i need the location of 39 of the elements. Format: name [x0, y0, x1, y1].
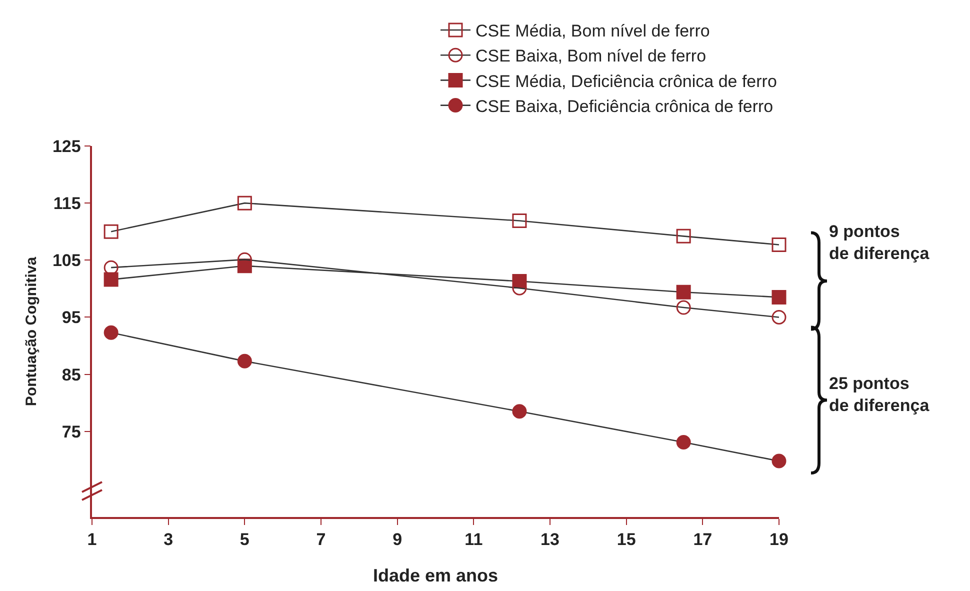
y-tick-label: 95	[62, 308, 81, 328]
point	[676, 284, 691, 300]
point	[676, 434, 691, 450]
x-tick-label: 19	[770, 530, 788, 550]
y-tick-label: 105	[52, 251, 81, 270]
x-tick-label: 3	[164, 530, 174, 550]
point	[676, 228, 691, 244]
y-axis-title: Pontuação Cognitiva	[23, 256, 40, 406]
y-tick-label: 85	[62, 365, 81, 384]
x-tick-label: 5	[240, 530, 250, 550]
legend-label: CSE Média, Deficiência crônica de ferro	[476, 72, 777, 91]
point	[772, 310, 786, 324]
x-tick-label: 13	[540, 530, 560, 550]
x-tick-label: 9	[392, 530, 402, 550]
point	[676, 300, 691, 315]
text: 25 pontos de diferença	[829, 374, 930, 416]
point	[772, 290, 786, 304]
point	[512, 404, 527, 419]
y-tick-label: 115	[53, 194, 81, 214]
legend-label: CSE Baixa, Bom nível de ferro	[476, 46, 706, 66]
legend-label: CSE Média, Bom nível de ferro	[476, 22, 710, 41]
point	[237, 354, 252, 368]
point	[772, 454, 786, 468]
y-tick-label: 125	[52, 136, 81, 156]
text: 9 pontos de diferença	[829, 222, 930, 264]
point	[237, 196, 252, 210]
point	[104, 325, 118, 340]
x-tick-label: 15	[616, 530, 636, 550]
x-tick-label: 1	[87, 530, 97, 550]
x-axis-title: Idade em anos	[372, 566, 498, 586]
legend-label: CSE Baixa, Deficiência crônica de ferro	[476, 96, 774, 116]
y-tick-label: 75	[62, 422, 81, 442]
point	[512, 214, 527, 228]
point	[104, 272, 118, 287]
point	[772, 237, 786, 252]
x-tick-label: 7	[316, 530, 326, 550]
point	[104, 224, 118, 239]
x-tick-label: 17	[693, 530, 712, 550]
x-tick-label: 11	[464, 530, 483, 550]
